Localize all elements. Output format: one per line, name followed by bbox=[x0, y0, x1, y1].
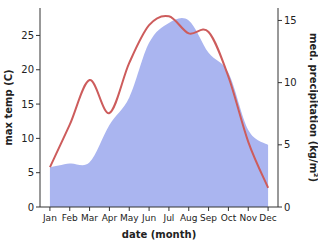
y2-label: med. precipitation (kg/m²) bbox=[308, 33, 318, 182]
x-tick bbox=[89, 207, 90, 211]
x-tick bbox=[129, 207, 130, 211]
x-tick-label: Apr bbox=[102, 213, 118, 223]
y-tick-label: 25 bbox=[21, 30, 34, 41]
y-axis bbox=[40, 8, 41, 207]
y2-tick-label: 15 bbox=[284, 15, 297, 26]
x-tick-label: Sep bbox=[200, 213, 217, 223]
x-tick bbox=[109, 207, 110, 211]
y2-tick-label: 0 bbox=[284, 202, 290, 213]
y2-tick-label: 10 bbox=[284, 77, 297, 88]
x-tick bbox=[248, 207, 249, 211]
y-tick bbox=[36, 138, 40, 139]
y-tick-label: 0 bbox=[28, 202, 34, 213]
x-tick bbox=[188, 207, 189, 211]
y-tick-label: 20 bbox=[21, 64, 34, 75]
y-tick-label: 15 bbox=[21, 99, 34, 110]
x-tick-label: Aug bbox=[180, 213, 198, 223]
y-tick bbox=[36, 69, 40, 70]
x-tick-label: Oct bbox=[221, 213, 237, 223]
line bbox=[50, 16, 268, 188]
x-tick bbox=[168, 207, 169, 211]
y-tick bbox=[36, 35, 40, 36]
chart: 0 5 10 15 20 25 0 5 10 15 Jan FebMar AprMayJun Jul Aug… bbox=[0, 0, 318, 244]
x-tick-label: Jun bbox=[141, 213, 156, 223]
y-tick bbox=[36, 172, 40, 173]
x-label: date (month) bbox=[122, 229, 196, 240]
x-tick bbox=[228, 207, 229, 211]
y2-tick-label: 5 bbox=[284, 139, 290, 150]
x-tick bbox=[208, 207, 209, 211]
y2-tick bbox=[278, 144, 282, 145]
x-tick-label: Dec bbox=[259, 213, 276, 223]
y2-tick bbox=[278, 20, 282, 21]
y2-tick bbox=[278, 82, 282, 83]
y-tick-label: 10 bbox=[21, 133, 34, 144]
y2-tick bbox=[278, 207, 282, 208]
x-tick-label: Mar bbox=[81, 213, 98, 223]
y-tick-label: 5 bbox=[28, 167, 34, 178]
x-tick-label: Feb bbox=[62, 213, 78, 223]
x-axis bbox=[40, 207, 278, 208]
x-tick-label: May bbox=[120, 213, 139, 223]
x-tick bbox=[149, 207, 150, 211]
y-tick bbox=[36, 104, 40, 105]
x-tick-label: Jul bbox=[162, 213, 174, 223]
area bbox=[50, 18, 268, 207]
x-tick bbox=[69, 207, 70, 211]
x-tick-label: Nov bbox=[239, 213, 257, 223]
y2-axis bbox=[278, 8, 279, 207]
plot bbox=[50, 16, 268, 207]
x-tick-label: Jan bbox=[42, 213, 57, 223]
y-tick bbox=[36, 207, 40, 208]
x-tick bbox=[268, 207, 269, 211]
y-label: max temp (C) bbox=[3, 69, 14, 145]
x-tick bbox=[49, 207, 50, 211]
